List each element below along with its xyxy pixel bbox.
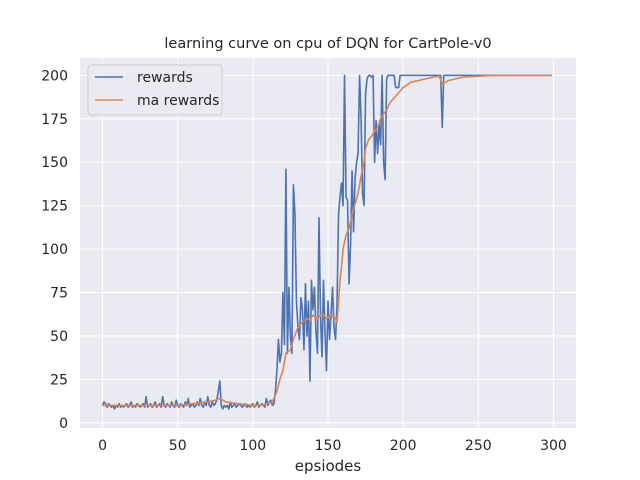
x-axis-label: epsiodes bbox=[295, 457, 362, 475]
y-tick-label: 125 bbox=[41, 199, 68, 215]
y-tick-label: 0 bbox=[59, 416, 68, 432]
legend-label-rewards: rewards bbox=[137, 70, 193, 86]
x-tick-label: 300 bbox=[540, 438, 567, 454]
y-tick-label: 100 bbox=[41, 242, 68, 258]
y-tick-label: 50 bbox=[50, 329, 68, 345]
x-tick-label: 150 bbox=[315, 438, 342, 454]
legend: rewards ma rewards bbox=[88, 65, 222, 115]
y-tick-label: 175 bbox=[41, 112, 68, 128]
x-tick-label: 50 bbox=[169, 438, 187, 454]
y-tick-label: 25 bbox=[50, 372, 68, 388]
x-tick-label: 0 bbox=[98, 438, 107, 454]
x-tick-labels: 0 50 100 150 200 250 300 bbox=[98, 438, 567, 454]
chart-title: learning curve on cpu of DQN for CartPol… bbox=[164, 36, 491, 52]
y-tick-label: 75 bbox=[50, 286, 68, 302]
x-tick-label: 250 bbox=[465, 438, 492, 454]
x-tick-label: 100 bbox=[239, 438, 266, 454]
y-tick-labels: 0 25 50 75 100 125 150 175 200 bbox=[41, 68, 68, 431]
y-tick-label: 150 bbox=[41, 155, 68, 171]
legend-label-ma-rewards: ma rewards bbox=[137, 93, 219, 109]
y-tick-label: 200 bbox=[41, 68, 68, 84]
x-tick-label: 200 bbox=[390, 438, 417, 454]
